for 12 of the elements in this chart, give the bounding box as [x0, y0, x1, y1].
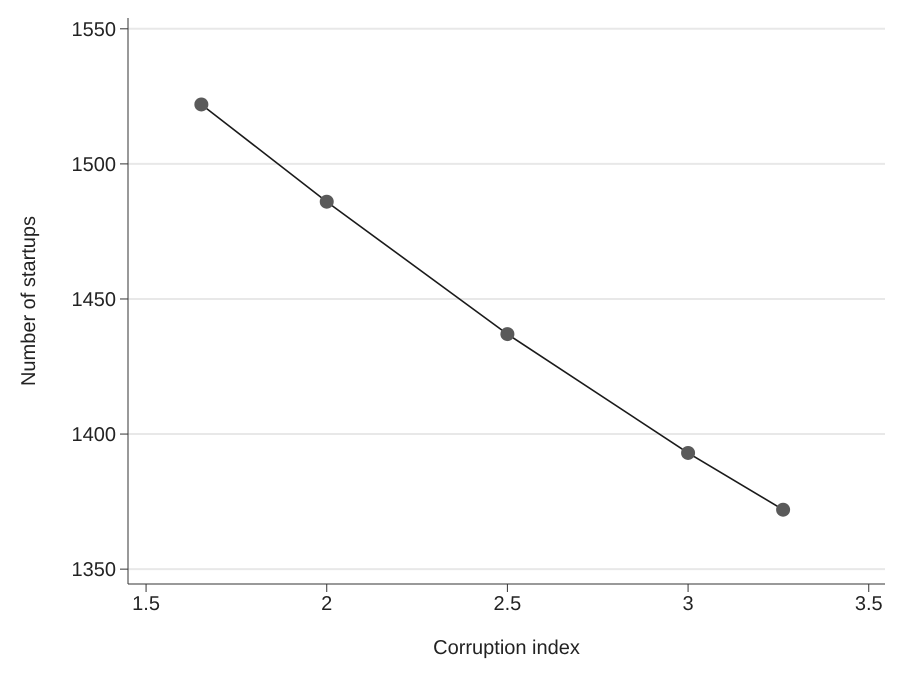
x-axis-title: Corruption index	[433, 637, 580, 659]
y-axis-title: Number of startups	[18, 216, 40, 386]
x-tick-label: 3	[682, 593, 694, 616]
x-tick-label: 3.5	[854, 593, 883, 616]
y-tick-label: 1550	[72, 18, 116, 41]
y-tick-label: 1500	[72, 154, 116, 176]
y-tick-label: 1450	[72, 289, 116, 312]
x-tick-label: 1.5	[132, 593, 160, 616]
y-tick-label: 1400	[72, 424, 116, 446]
y-tick-label: 1350	[72, 559, 116, 582]
x-tick-label: 2.5	[493, 593, 522, 616]
x-tick-label: 2	[321, 593, 332, 616]
